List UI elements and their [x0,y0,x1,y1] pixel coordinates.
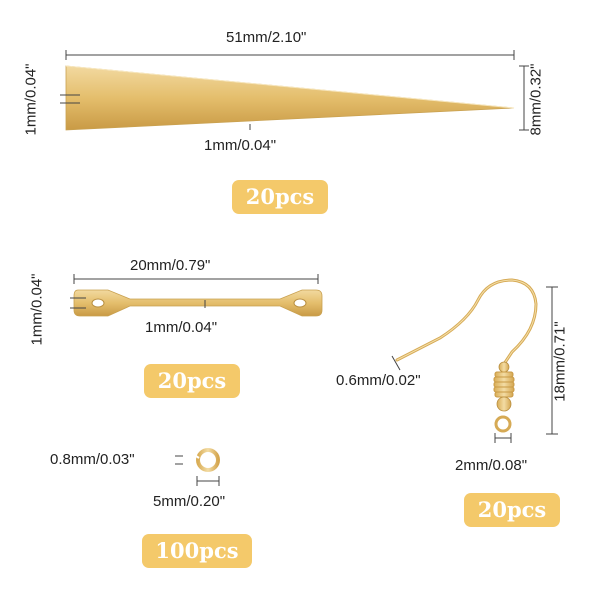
connector-length-label: 20mm/0.79" [130,257,211,274]
triangle-pendant [65,65,515,131]
ring-dimension-lines [175,455,220,486]
pendant-width-label: 8mm/0.32" [527,63,545,136]
connector-dimension-lines [70,274,319,309]
pendant-hole-left-label: 1mm/0.04" [22,63,40,136]
connector-hole-left-label: 1mm/0.04" [28,273,46,346]
ring-quantity-badge: 100pcs [142,534,252,568]
pendant-dimension-lines [60,50,529,131]
connector-quantity-badge: 20pcs [144,364,240,398]
hook-dimension-lines [391,286,558,443]
pendant-quantity-badge: 20pcs [232,180,328,214]
hook-loop-label: 2mm/0.08" [455,457,528,474]
connector-hole-bottom-label: 1mm/0.04" [145,319,218,336]
hook-quantity-badge: 20pcs [464,493,560,527]
ring-thickness-label: 0.8mm/0.03" [50,451,135,468]
hook-wire-label: 0.6mm/0.02" [336,372,421,389]
pendant-hole-bottom-label: 1mm/0.04" [204,137,277,154]
connector-bar [73,289,323,317]
jump-ring [195,448,220,472]
hook-height-label: 18mm/0.71" [551,321,569,402]
ear-hook [395,278,538,433]
ring-diameter-label: 5mm/0.20" [153,493,226,510]
pendant-length-label: 51mm/2.10" [226,29,307,46]
